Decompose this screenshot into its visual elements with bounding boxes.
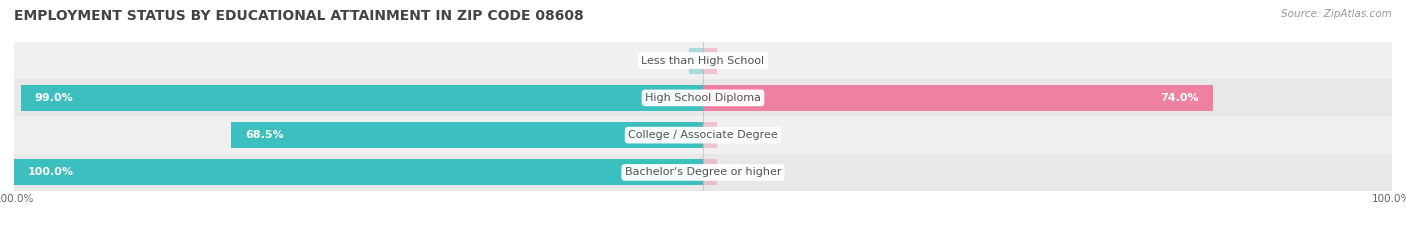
Text: 0.0%: 0.0%	[648, 56, 679, 65]
Text: High School Diploma: High School Diploma	[645, 93, 761, 103]
Text: Less than High School: Less than High School	[641, 56, 765, 65]
Bar	[14, 154, 1392, 191]
Bar	[231, 122, 703, 148]
Text: 100.0%: 100.0%	[28, 168, 75, 177]
Bar	[14, 79, 1392, 116]
Bar	[703, 85, 1213, 111]
Text: Bachelor's Degree or higher: Bachelor's Degree or higher	[624, 168, 782, 177]
Text: 74.0%: 74.0%	[1160, 93, 1199, 103]
Bar	[14, 116, 1392, 154]
Bar	[703, 48, 717, 74]
Text: 0.0%: 0.0%	[727, 130, 758, 140]
Text: 68.5%: 68.5%	[245, 130, 284, 140]
Text: Source: ZipAtlas.com: Source: ZipAtlas.com	[1281, 9, 1392, 19]
Text: College / Associate Degree: College / Associate Degree	[628, 130, 778, 140]
Text: 0.0%: 0.0%	[727, 56, 758, 65]
Bar	[21, 85, 703, 111]
Bar	[703, 122, 717, 148]
Text: 0.0%: 0.0%	[727, 168, 758, 177]
Text: 99.0%: 99.0%	[35, 93, 73, 103]
Bar	[14, 42, 1392, 79]
Bar	[703, 159, 717, 185]
Bar	[689, 48, 703, 74]
Bar	[14, 159, 703, 185]
Text: EMPLOYMENT STATUS BY EDUCATIONAL ATTAINMENT IN ZIP CODE 08608: EMPLOYMENT STATUS BY EDUCATIONAL ATTAINM…	[14, 9, 583, 23]
